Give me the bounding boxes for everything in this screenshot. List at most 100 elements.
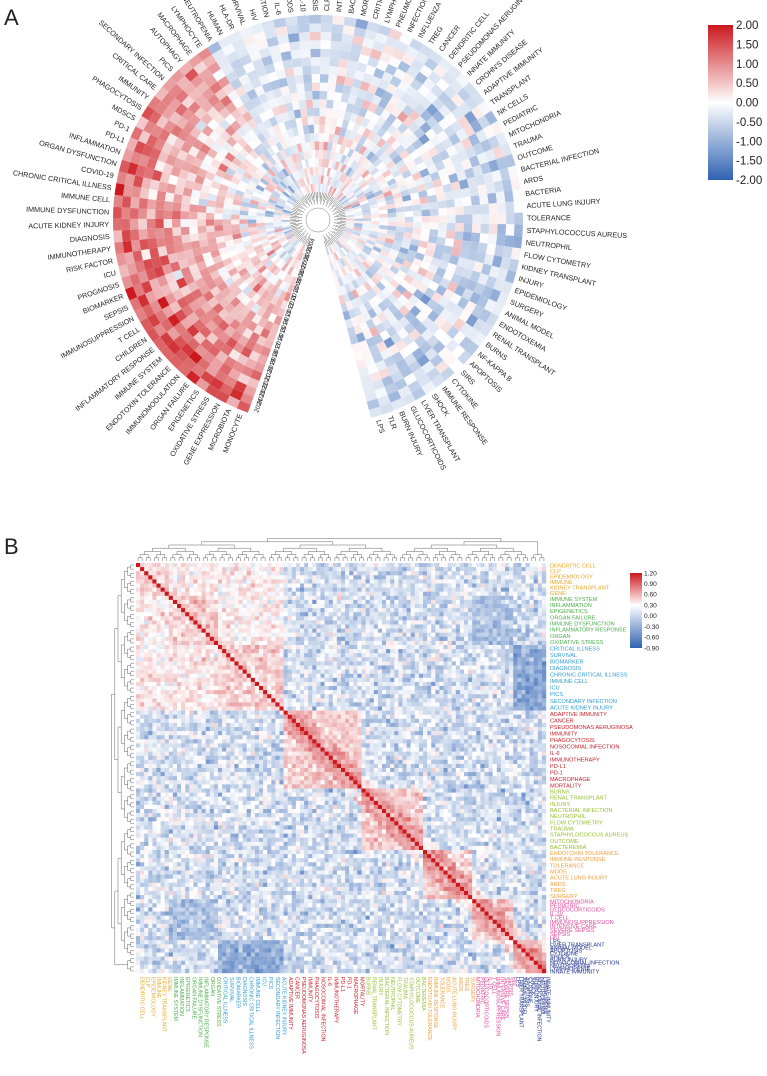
matrix-cell — [304, 657, 309, 662]
polar-cell — [424, 181, 435, 191]
polar-cell — [386, 203, 396, 210]
matrix-cell — [451, 608, 456, 613]
matrix-cell — [451, 579, 456, 584]
polar-dendrogram-branch — [294, 230, 303, 237]
polar-cell — [350, 316, 360, 327]
polar-cell — [281, 213, 291, 217]
polar-cell — [237, 137, 248, 148]
matrix-cell — [287, 640, 292, 646]
polar-cell — [480, 263, 492, 276]
matrix-cell — [300, 612, 305, 617]
matrix-cell — [500, 579, 506, 584]
matrix-cell — [418, 624, 424, 629]
matrix-cell — [177, 657, 182, 662]
polar-cell — [479, 322, 493, 337]
matrix-cell — [513, 616, 518, 621]
matrix-cell — [410, 579, 415, 584]
matrix-cell — [480, 567, 485, 572]
matrix-cell — [259, 567, 264, 572]
matrix-cell — [209, 628, 215, 633]
matrix-cell — [349, 608, 354, 613]
matrix-cell — [197, 579, 202, 584]
polar-cell — [225, 239, 235, 247]
matrix-cell — [509, 567, 514, 572]
matrix-cell — [509, 620, 514, 625]
matrix-cell — [201, 575, 206, 580]
matrix-cell — [177, 640, 182, 646]
polar-cell — [405, 144, 417, 155]
matrix-cell — [533, 661, 538, 666]
polar-cell — [375, 239, 385, 246]
matrix-cell — [324, 595, 329, 601]
matrix-cell — [144, 575, 149, 580]
polar-cell — [318, 175, 322, 184]
polar-cell — [276, 269, 285, 279]
matrix-cell — [451, 604, 456, 609]
matrix-cell — [271, 604, 276, 609]
polar-cell — [276, 131, 285, 142]
polar-cell — [264, 219, 274, 223]
matrix-cell — [320, 612, 325, 617]
matrix-cell — [275, 587, 280, 592]
polar-cell — [397, 60, 411, 74]
matrix-cell — [451, 624, 456, 629]
polar-cell — [287, 32, 300, 43]
matrix-cell — [418, 645, 424, 650]
polar-cell — [263, 338, 274, 350]
matrix-cell — [271, 645, 276, 650]
matrix-cell — [394, 575, 399, 580]
polar-cell — [275, 297, 284, 308]
matrix-cell — [427, 649, 432, 654]
polar-cell — [140, 280, 153, 294]
matrix-cell — [414, 649, 420, 654]
matrix-cell — [230, 604, 235, 609]
matrix-cell — [500, 587, 506, 592]
polar-cell — [506, 212, 515, 225]
polar-cell — [240, 254, 250, 264]
polar-cell — [427, 194, 438, 203]
polar-cell — [172, 235, 183, 245]
polar-cell — [431, 373, 446, 388]
dendrogram-branch — [127, 648, 131, 658]
matrix-cell — [509, 608, 514, 613]
matrix-cell — [402, 608, 407, 613]
matrix-cell — [427, 645, 432, 650]
polar-cell — [181, 161, 193, 172]
matrix-cell — [205, 608, 210, 613]
matrix-cell — [164, 616, 169, 621]
polar-cell — [172, 227, 182, 237]
polar-dendrogram-branch — [338, 228, 344, 232]
matrix-cell — [369, 583, 374, 588]
polar-cell — [433, 327, 447, 341]
polar-cell — [472, 318, 486, 333]
matrix-cell — [373, 612, 379, 617]
polar-cell — [152, 287, 165, 301]
dendrogram-branch — [238, 554, 247, 558]
matrix-cell — [156, 599, 161, 605]
polar-cell — [366, 255, 376, 264]
matrix-cell — [382, 645, 387, 650]
matrix-cell — [189, 563, 194, 568]
matrix-cell — [410, 661, 415, 666]
polar-cell — [402, 104, 414, 117]
matrix-cell — [439, 579, 444, 584]
dendrogram-branch — [340, 551, 358, 555]
dendrogram-branch — [348, 547, 383, 552]
dendrogram-branch — [531, 557, 536, 561]
matrix-cell — [213, 571, 219, 576]
matrix-cell — [476, 640, 481, 646]
polar-cell — [149, 179, 160, 191]
matrix-cell — [472, 612, 477, 617]
matrix-cell — [197, 563, 202, 568]
matrix-cell — [341, 563, 346, 568]
polar-cell — [491, 255, 503, 268]
matrix-cell — [472, 608, 477, 613]
matrix-cell — [353, 567, 358, 572]
matrix-cell — [332, 608, 338, 613]
matrix-cell — [209, 636, 215, 642]
matrix-cell — [324, 599, 329, 605]
matrix-cell — [505, 595, 510, 601]
polar-cell — [270, 295, 279, 306]
matrix-cell — [164, 571, 169, 576]
matrix-cell — [517, 591, 522, 596]
